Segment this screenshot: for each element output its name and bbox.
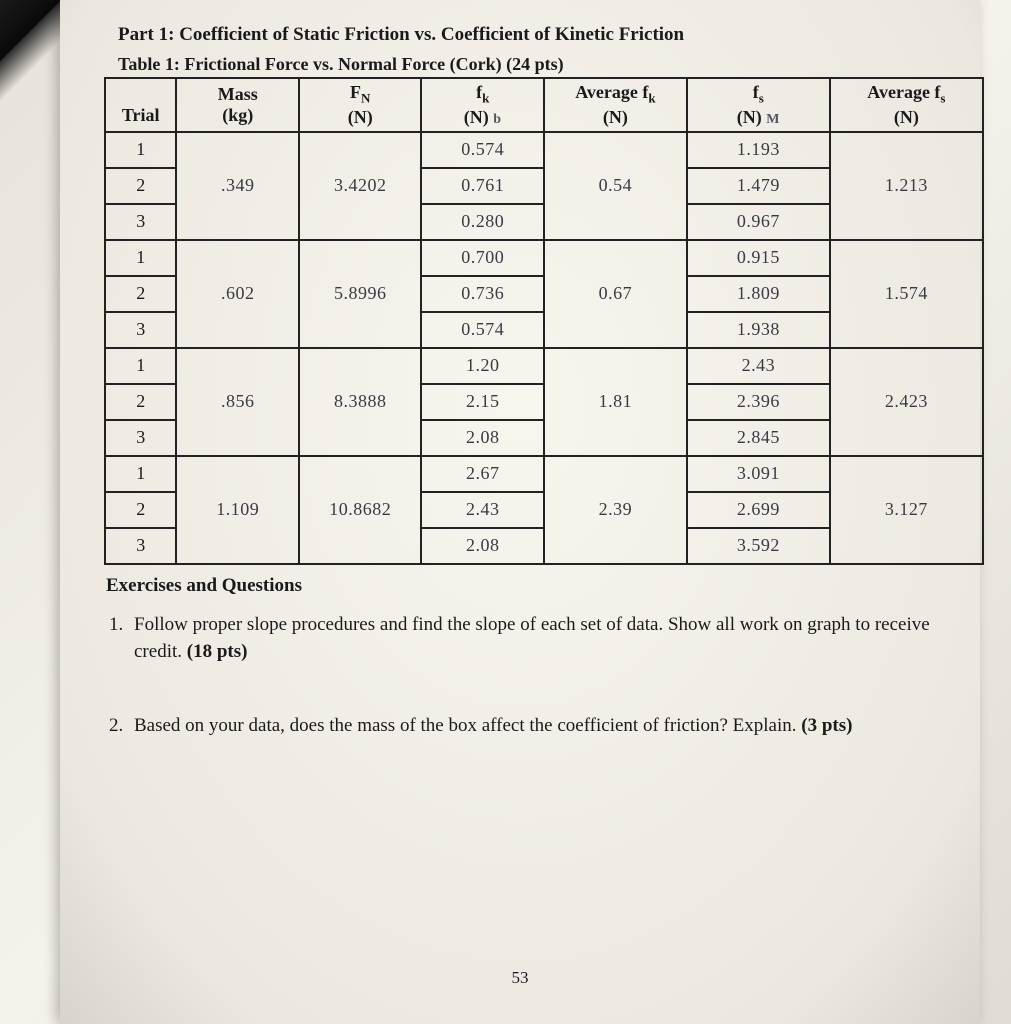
- cell-avgfs: 3.127: [830, 456, 983, 564]
- header-avgfk-unit: (N): [603, 107, 628, 127]
- header-fn-sub: N: [361, 91, 370, 106]
- cell-avgfs: 1.574: [830, 240, 983, 348]
- header-avgfs-unit: (N): [894, 107, 919, 127]
- cell-fk: 2.43: [421, 492, 544, 528]
- cell-fk: 2.08: [421, 420, 544, 456]
- header-fs: fs(N) M: [687, 78, 830, 132]
- cell-trial: 3: [105, 204, 176, 240]
- worksheet-page: Part 1: Coefficient of Static Friction v…: [60, 0, 980, 1024]
- cell-fs: 0.915: [687, 240, 830, 276]
- question-1-text: Follow proper slope procedures and find …: [134, 614, 930, 663]
- table-row: 1 .349 3.4202 0.574 0.54 1.193 1.213: [105, 132, 983, 168]
- header-avgfs-label: Average f: [867, 82, 940, 102]
- cell-fn: 8.3888: [299, 348, 422, 456]
- cell-avgfs: 2.423: [830, 348, 983, 456]
- cell-fk: 0.574: [421, 132, 544, 168]
- cell-fs: 3.091: [687, 456, 830, 492]
- header-fs-annot: M: [766, 112, 780, 127]
- cell-fn: 3.4202: [299, 132, 422, 240]
- header-fk-unit: (N): [464, 107, 489, 127]
- header-trial: Trial: [105, 78, 176, 132]
- questions-list: Follow proper slope procedures and find …: [106, 611, 940, 740]
- data-table: Trial Mass(kg) FN(N) fk(N) b Average fk(…: [104, 77, 984, 565]
- question-1-pts: (18 pts): [187, 641, 248, 662]
- header-fk-annot: b: [493, 112, 501, 127]
- cell-avgfk: 2.39: [544, 456, 687, 564]
- question-2-text: Based on your data, does the mass of the…: [134, 715, 801, 736]
- cell-fn: 5.8996: [299, 240, 422, 348]
- cell-trial: 3: [105, 420, 176, 456]
- cell-fk: 0.574: [421, 312, 544, 348]
- cell-fk: 0.280: [421, 204, 544, 240]
- cell-fs: 0.967: [687, 204, 830, 240]
- question-2-pts: (3 pts): [801, 715, 852, 736]
- cell-trial: 1: [105, 456, 176, 492]
- cell-fk: 0.736: [421, 276, 544, 312]
- header-fs-unit: (N): [737, 107, 762, 127]
- question-1: Follow proper slope procedures and find …: [128, 611, 940, 666]
- table-body: 1 .349 3.4202 0.574 0.54 1.193 1.213 2 0…: [105, 132, 983, 564]
- cell-trial: 3: [105, 528, 176, 564]
- cell-avgfk: 0.67: [544, 240, 687, 348]
- header-trial-label: Trial: [122, 105, 160, 125]
- part-title: Part 1: Coefficient of Static Friction v…: [118, 24, 940, 46]
- header-mass-label: Mass: [218, 84, 258, 104]
- cell-mass: .856: [176, 348, 299, 456]
- cell-fs: 1.938: [687, 312, 830, 348]
- cell-fs: 2.699: [687, 492, 830, 528]
- page-number: 53: [60, 968, 980, 988]
- table-title: Table 1: Frictional Force vs. Normal For…: [118, 54, 940, 75]
- header-fn-label: F: [350, 82, 361, 102]
- table-row: 1 1.109 10.8682 2.67 2.39 3.091 3.127: [105, 456, 983, 492]
- cell-avgfs: 1.213: [830, 132, 983, 240]
- cell-trial: 1: [105, 132, 176, 168]
- cell-fk: 0.761: [421, 168, 544, 204]
- header-fk-sub: k: [482, 91, 489, 106]
- cell-fk: 0.700: [421, 240, 544, 276]
- header-fn: FN(N): [299, 78, 422, 132]
- cell-fk: 2.15: [421, 384, 544, 420]
- cell-trial: 1: [105, 348, 176, 384]
- header-avgfk-sub: k: [648, 91, 655, 106]
- cell-fs: 1.809: [687, 276, 830, 312]
- question-2: Based on your data, does the mass of the…: [128, 712, 940, 740]
- cell-trial: 3: [105, 312, 176, 348]
- header-avgfs-sub: s: [940, 91, 945, 106]
- cell-fs: 1.479: [687, 168, 830, 204]
- cell-trial: 1: [105, 240, 176, 276]
- header-row: Trial Mass(kg) FN(N) fk(N) b Average fk(…: [105, 78, 983, 132]
- cell-fn: 10.8682: [299, 456, 422, 564]
- cell-fs: 2.43: [687, 348, 830, 384]
- cell-trial: 2: [105, 384, 176, 420]
- header-fk: fk(N) b: [421, 78, 544, 132]
- cell-mass: .349: [176, 132, 299, 240]
- cell-fs: 3.592: [687, 528, 830, 564]
- cell-fk: 2.08: [421, 528, 544, 564]
- header-mass-unit: (kg): [222, 105, 253, 125]
- cell-fk: 1.20: [421, 348, 544, 384]
- cell-trial: 2: [105, 492, 176, 528]
- cell-fs: 2.845: [687, 420, 830, 456]
- cell-trial: 2: [105, 168, 176, 204]
- cell-avgfk: 0.54: [544, 132, 687, 240]
- cell-fs: 1.193: [687, 132, 830, 168]
- header-avgfk-label: Average f: [575, 82, 648, 102]
- cell-avgfk: 1.81: [544, 348, 687, 456]
- cell-mass: .602: [176, 240, 299, 348]
- header-avgfs: Average fs (N): [830, 78, 983, 132]
- header-fs-sub: s: [759, 91, 764, 106]
- cell-trial: 2: [105, 276, 176, 312]
- table-row: 1 .856 8.3888 1.20 1.81 2.43 2.423: [105, 348, 983, 384]
- exercises-title: Exercises and Questions: [106, 575, 940, 597]
- table-row: 1 .602 5.8996 0.700 0.67 0.915 1.574: [105, 240, 983, 276]
- header-avgfk: Average fk (N): [544, 78, 687, 132]
- header-mass: Mass(kg): [176, 78, 299, 132]
- cell-fs: 2.396: [687, 384, 830, 420]
- cell-mass: 1.109: [176, 456, 299, 564]
- cell-fk: 2.67: [421, 456, 544, 492]
- header-fn-unit: (N): [348, 107, 373, 127]
